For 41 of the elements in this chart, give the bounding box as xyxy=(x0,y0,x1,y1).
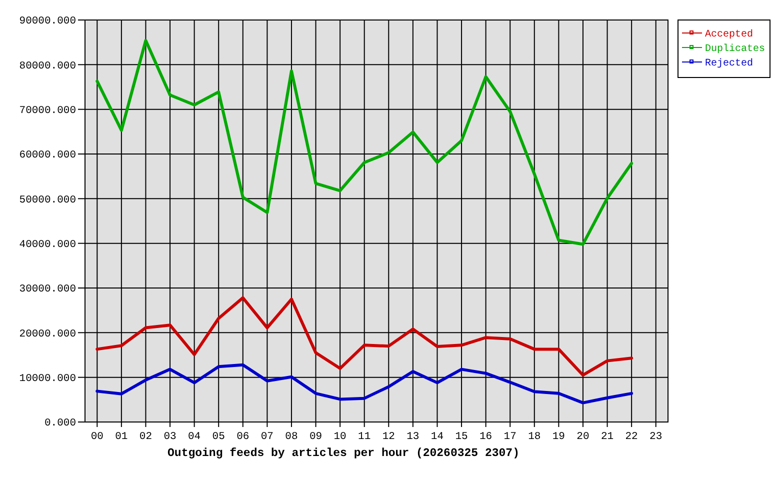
x-tick-label: 23 xyxy=(650,431,662,443)
x-tick-label: 03 xyxy=(164,431,176,443)
x-tick-label: 10 xyxy=(334,431,346,443)
x-tick-label: 09 xyxy=(309,431,322,443)
x-tick-label: 17 xyxy=(504,431,516,443)
x-tick-label: 02 xyxy=(139,431,152,443)
x-tick-label: 13 xyxy=(406,431,420,443)
x-tick-label: 22 xyxy=(625,431,638,443)
x-tick-label: 18 xyxy=(528,431,541,443)
legend-label: Accepted xyxy=(705,28,754,40)
y-tick-label: 50000.000 xyxy=(19,194,76,206)
x-tick-label: 08 xyxy=(285,431,298,443)
y-tick-label: 20000.000 xyxy=(19,328,76,340)
x-tick-label: 06 xyxy=(236,431,250,443)
x-tick-label: 19 xyxy=(552,431,565,443)
x-tick-label: 21 xyxy=(600,431,614,443)
x-tick-label: 00 xyxy=(90,431,104,443)
x-tick-label: 04 xyxy=(188,431,201,443)
x-tick-label: 12 xyxy=(382,431,395,443)
line-series xyxy=(96,363,634,404)
x-tick-label: 11 xyxy=(358,431,371,443)
x-tick-label: 01 xyxy=(115,431,128,443)
legend-label: Rejected xyxy=(705,58,754,70)
y-tick-label: 80000.000 xyxy=(19,60,76,72)
y-tick-label: 10000.000 xyxy=(19,373,76,386)
y-tick-label: 30000.000 xyxy=(19,284,76,296)
x-axis-title: Outgoing feeds by articles per hour (20260325 2307) xyxy=(168,447,520,460)
y-tick-label: 90000.000 xyxy=(19,16,76,28)
line-series xyxy=(96,296,634,377)
y-tick-label: 60000.000 xyxy=(19,150,76,162)
legend-label: Duplicates xyxy=(705,43,766,55)
y-tick-label: 0.000 xyxy=(44,418,76,430)
line-series xyxy=(96,39,634,246)
y-tick-label: 70000.000 xyxy=(19,105,76,118)
x-tick-label: 14 xyxy=(430,431,444,443)
x-tick-label: 05 xyxy=(212,431,225,443)
x-tick-label: 20 xyxy=(576,431,590,443)
y-tick-label: 40000.000 xyxy=(19,239,76,252)
x-tick-label: 07 xyxy=(260,431,274,443)
x-tick-label: 16 xyxy=(480,431,492,443)
x-tick-label: 15 xyxy=(455,431,468,443)
